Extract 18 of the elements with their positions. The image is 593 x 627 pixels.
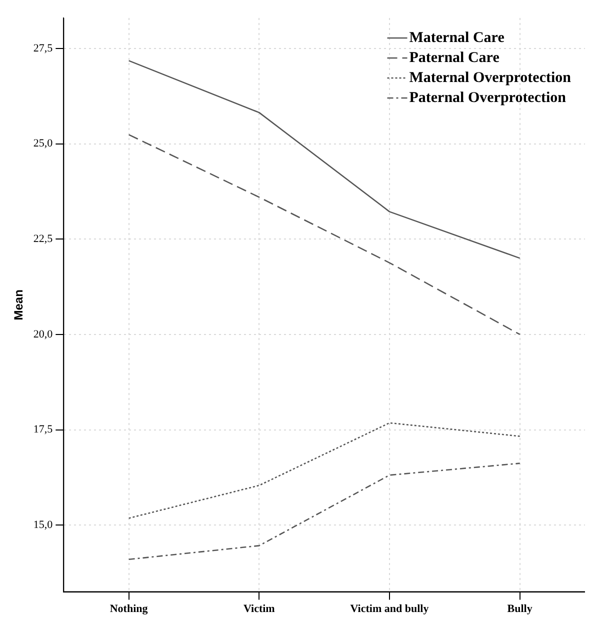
x-tick-label: Victim: [243, 603, 275, 616]
x-tick-label: Bully: [507, 603, 533, 616]
legend-label: Paternal Overprotection: [409, 90, 567, 106]
y-axis-title: Mean: [12, 290, 26, 320]
y-tick-label: 17,5: [33, 424, 54, 436]
y-tick-label: 20,0: [33, 328, 54, 340]
line-series: [128, 134, 520, 336]
x-tick-label: Nothing: [110, 603, 148, 616]
y-tick-label: 22,5: [33, 233, 54, 246]
x-tick-label: Victim and bully: [350, 603, 430, 616]
legend-label: Maternal Care: [409, 30, 505, 46]
line-series: [128, 462, 520, 560]
legend-label: Maternal Overprotection: [409, 70, 572, 86]
y-tick-label: 27,5: [33, 42, 54, 54]
line-series: [128, 422, 520, 519]
y-tick-label: 25,0: [33, 138, 54, 150]
legend-label: Paternal Care: [409, 50, 500, 66]
y-tick-label: 15,0: [33, 518, 54, 531]
